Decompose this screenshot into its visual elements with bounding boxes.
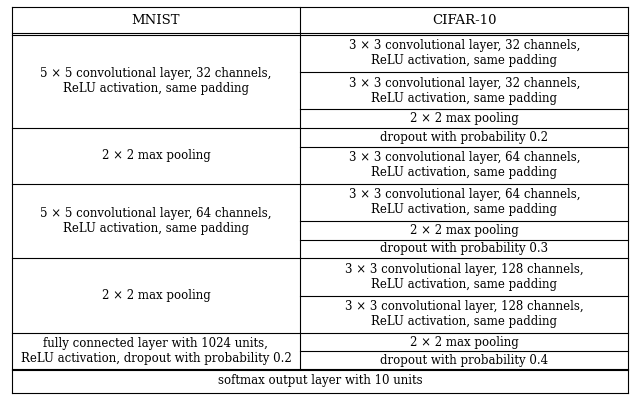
Text: 3 × 3 convolutional layer, 128 channels,
ReLU activation, same padding: 3 × 3 convolutional layer, 128 channels,… bbox=[345, 300, 584, 328]
Text: 5 × 5 convolutional layer, 32 channels,
ReLU activation, same padding: 5 × 5 convolutional layer, 32 channels, … bbox=[40, 67, 271, 95]
Text: 3 × 3 convolutional layer, 32 channels,
ReLU activation, same padding: 3 × 3 convolutional layer, 32 channels, … bbox=[349, 39, 580, 67]
Text: 3 × 3 convolutional layer, 64 channels,
ReLU activation, same padding: 3 × 3 convolutional layer, 64 channels, … bbox=[349, 151, 580, 179]
Text: MNIST: MNIST bbox=[132, 14, 180, 27]
Text: 2 × 2 max pooling: 2 × 2 max pooling bbox=[102, 149, 211, 162]
Text: CIFAR-10: CIFAR-10 bbox=[432, 14, 497, 27]
Text: 2 × 2 max pooling: 2 × 2 max pooling bbox=[410, 112, 519, 125]
Text: dropout with probability 0.3: dropout with probability 0.3 bbox=[380, 242, 548, 256]
Text: 5 × 5 convolutional layer, 64 channels,
ReLU activation, same padding: 5 × 5 convolutional layer, 64 channels, … bbox=[40, 207, 271, 235]
Text: 3 × 3 convolutional layer, 128 channels,
ReLU activation, same padding: 3 × 3 convolutional layer, 128 channels,… bbox=[345, 263, 584, 291]
Text: 2 × 2 max pooling: 2 × 2 max pooling bbox=[410, 336, 519, 349]
Text: 2 × 2 max pooling: 2 × 2 max pooling bbox=[102, 289, 211, 302]
Text: 2 × 2 max pooling: 2 × 2 max pooling bbox=[410, 224, 519, 237]
Text: 3 × 3 convolutional layer, 64 channels,
ReLU activation, same padding: 3 × 3 convolutional layer, 64 channels, … bbox=[349, 188, 580, 216]
Text: fully connected layer with 1024 units,
ReLU activation, dropout with probability: fully connected layer with 1024 units, R… bbox=[20, 338, 291, 366]
Text: dropout with probability 0.2: dropout with probability 0.2 bbox=[380, 131, 548, 144]
Text: 3 × 3 convolutional layer, 32 channels,
ReLU activation, same padding: 3 × 3 convolutional layer, 32 channels, … bbox=[349, 77, 580, 105]
Text: dropout with probability 0.4: dropout with probability 0.4 bbox=[380, 354, 548, 367]
Text: softmax output layer with 10 units: softmax output layer with 10 units bbox=[218, 374, 422, 387]
